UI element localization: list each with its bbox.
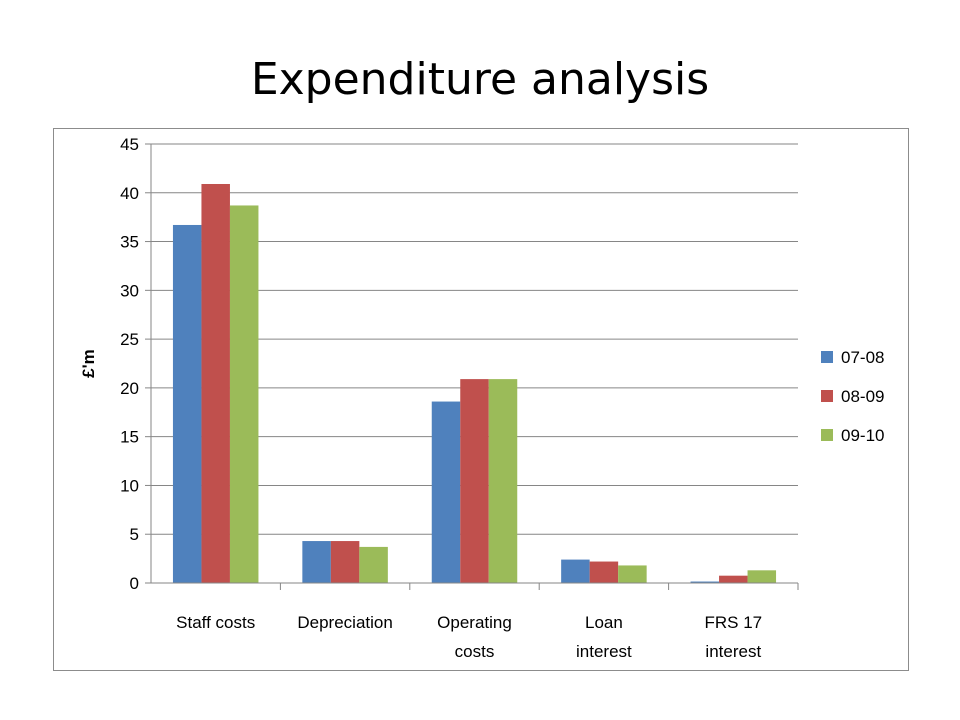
y-tick-label: 35: [120, 233, 139, 252]
category-labels: Staff costs Depreciation Operating costs Loa…: [176, 613, 762, 661]
bar-chart: 0 5 10 15 20 25 30 35 40 45 Staff costs Depreciati…: [79, 135, 884, 661]
bar: [201, 183, 230, 583]
bar: [302, 541, 331, 583]
bars: [172, 183, 777, 583]
y-tick-label: 10: [120, 476, 139, 495]
legend-swatch: [821, 429, 833, 441]
legend-swatch: [821, 390, 833, 402]
y-tick-label: 5: [130, 525, 139, 544]
category-label: interest: [705, 642, 761, 661]
legend: 07-08 08-09 09-10: [821, 348, 884, 445]
bar: [431, 401, 461, 583]
y-tick-label: 25: [120, 330, 139, 349]
bar: [229, 205, 259, 583]
bar: [460, 379, 489, 583]
legend-label: 09-10: [841, 426, 884, 445]
bar: [618, 565, 647, 583]
y-tick-label: 40: [120, 184, 139, 203]
category-label: Depreciation: [297, 613, 392, 632]
y-tick-label: 45: [120, 135, 139, 154]
category-label: Loan: [585, 613, 623, 632]
category-label: Staff costs: [176, 613, 255, 632]
y-tick-label: 30: [120, 281, 139, 300]
y-axis-title: £'m: [79, 349, 98, 378]
category-label: FRS 17: [704, 613, 762, 632]
chart-frame: 0 5 10 15 20 25 30 35 40 45 Staff costs Depreciati…: [53, 128, 909, 671]
y-tick-label: 0: [130, 574, 139, 593]
bar: [589, 561, 619, 583]
bar: [690, 581, 720, 583]
bar: [747, 570, 777, 583]
axes: [150, 144, 799, 590]
bar: [719, 575, 748, 583]
bar: [561, 559, 590, 583]
bar: [488, 379, 518, 583]
y-tick-label: 20: [120, 379, 139, 398]
legend-label: 07-08: [841, 348, 884, 367]
category-label: Operating: [437, 613, 512, 632]
category-label: costs: [455, 642, 495, 661]
legend-swatch: [821, 351, 833, 363]
bar: [359, 546, 388, 583]
bar: [172, 224, 202, 583]
bar: [330, 541, 360, 583]
category-label: interest: [576, 642, 632, 661]
legend-label: 08-09: [841, 387, 884, 406]
y-tick-labels: 0 5 10 15 20 25 30 35 40 45: [120, 135, 139, 593]
slide-title: Expenditure analysis: [250, 54, 710, 105]
y-tick-label: 15: [120, 428, 139, 447]
